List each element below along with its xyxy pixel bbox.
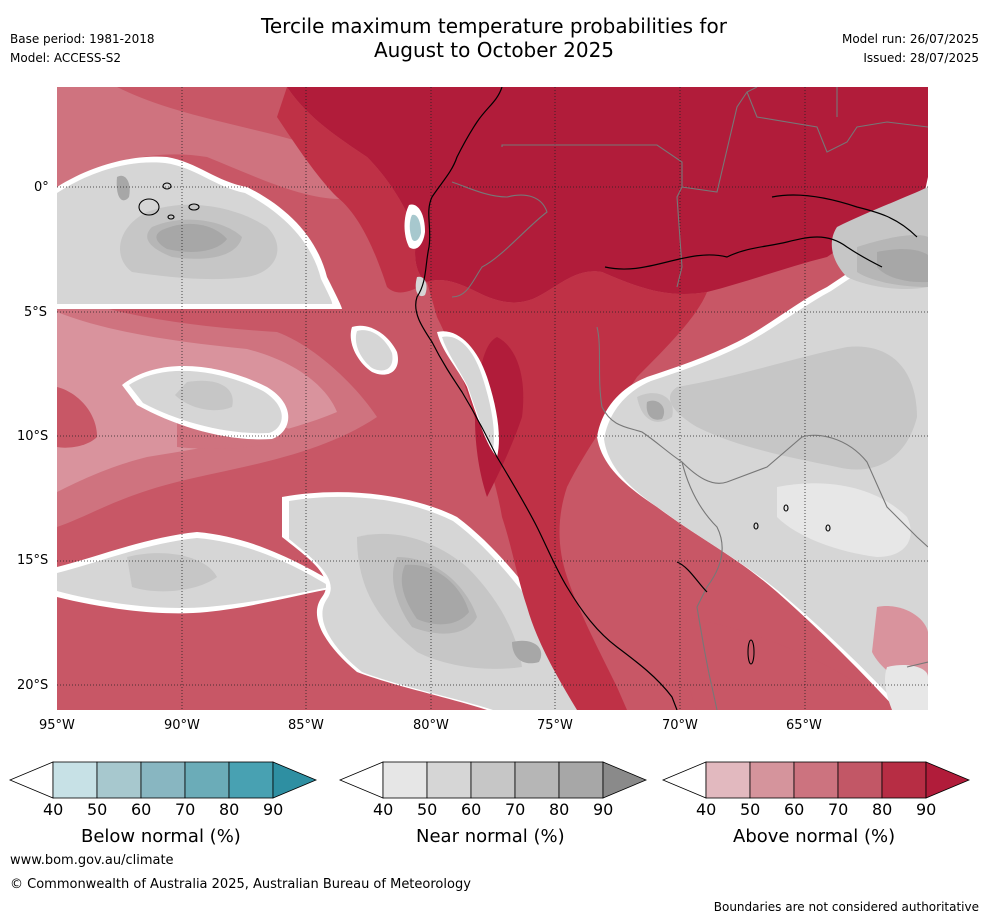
near-tick-60: 60 bbox=[461, 800, 482, 819]
below-tick-40: 40 bbox=[43, 800, 64, 819]
colorbars bbox=[8, 761, 971, 799]
above-tick-80: 80 bbox=[872, 800, 893, 819]
below-tick-50: 50 bbox=[87, 800, 108, 819]
lat-label-10s: 10°S bbox=[17, 429, 49, 444]
below-tick-90: 90 bbox=[263, 800, 284, 819]
colorbar-above bbox=[661, 761, 971, 799]
region-near-40-se bbox=[777, 483, 911, 557]
disclaimer-text: Boundaries are not considered authoritat… bbox=[713, 900, 979, 914]
title-line-1: Tercile maximum temperature probabilitie… bbox=[261, 14, 727, 38]
region-above-70-se bbox=[685, 617, 882, 710]
near-tick-80: 80 bbox=[549, 800, 570, 819]
region-near-80-east-small bbox=[646, 400, 665, 420]
region-above-60-nw bbox=[57, 87, 357, 199]
lon-label-85w: 85°W bbox=[288, 718, 324, 733]
below-tick-70: 70 bbox=[175, 800, 196, 819]
region-above-70-w-inner bbox=[57, 387, 97, 448]
above-tick-50: 50 bbox=[740, 800, 761, 819]
region-near-80-nw bbox=[156, 223, 227, 252]
page-title: Tercile maximum temperature probabilitie… bbox=[0, 14, 988, 62]
region-near-80-nw-small bbox=[116, 175, 130, 201]
gridlines bbox=[57, 87, 928, 710]
colorbar-below bbox=[8, 761, 318, 799]
above-tick-70: 70 bbox=[828, 800, 849, 819]
country-borders bbox=[451, 87, 928, 710]
region-above-90-north bbox=[287, 87, 928, 303]
lon-label-95w: 95°W bbox=[39, 718, 75, 733]
region-below-60 bbox=[409, 214, 421, 241]
above-normal-label: Above normal (%) bbox=[733, 826, 896, 847]
region-above-80-north-edge bbox=[277, 87, 427, 293]
region-near-60-w bbox=[175, 380, 233, 411]
title-line-2: August to October 2025 bbox=[373, 38, 615, 62]
region-near-80-ne bbox=[877, 249, 928, 283]
copyright-text: © Commonwealth of Australia 2025, Austra… bbox=[10, 877, 471, 892]
lon-label-90w: 90°W bbox=[164, 718, 200, 733]
model-text: Model: ACCESS-S2 bbox=[10, 51, 122, 65]
above-tick-90: 90 bbox=[916, 800, 937, 819]
below-tick-60: 60 bbox=[131, 800, 152, 819]
region-near-40-se-corner bbox=[884, 665, 928, 710]
region-near-50-offshore bbox=[355, 330, 393, 371]
islands bbox=[138, 182, 831, 665]
model-run-text: Model run: 26/07/2025 bbox=[841, 32, 979, 46]
lat-label-5s: 5°S bbox=[24, 305, 48, 320]
near-normal-label: Near normal (%) bbox=[416, 826, 565, 847]
colorbar-near bbox=[338, 761, 648, 799]
near-tick-90: 90 bbox=[593, 800, 614, 819]
region-above-90-coast-inner bbox=[475, 337, 524, 497]
lat-label-15s: 15°S bbox=[17, 553, 49, 568]
coastlines bbox=[415, 87, 918, 710]
below-tick-80: 80 bbox=[219, 800, 240, 819]
lat-label-20s: 20°S bbox=[17, 678, 49, 693]
lon-label-70w: 70°W bbox=[662, 718, 698, 733]
region-near-60-east bbox=[669, 346, 917, 470]
region-near-80-sc-small bbox=[512, 640, 542, 664]
probability-map bbox=[57, 87, 928, 710]
lon-label-75w: 75°W bbox=[537, 718, 573, 733]
issued-text: Issued: 28/07/2025 bbox=[863, 51, 979, 65]
near-tick-50: 50 bbox=[417, 800, 438, 819]
lon-label-80w: 80°W bbox=[413, 718, 449, 733]
region-near-80-sc bbox=[401, 564, 469, 625]
region-near-60-sw bbox=[127, 553, 217, 592]
base-period-text: Base period: 1981-2018 bbox=[10, 32, 155, 46]
source-url: www.bom.gov.au/climate bbox=[10, 853, 174, 868]
below-normal-label: Below normal (%) bbox=[81, 826, 241, 847]
above-tick-60: 60 bbox=[784, 800, 805, 819]
lon-label-65w: 65°W bbox=[786, 718, 822, 733]
near-tick-40: 40 bbox=[373, 800, 394, 819]
above-tick-40: 40 bbox=[696, 800, 717, 819]
lat-label-0: 0° bbox=[34, 180, 49, 195]
region-near-50-coast bbox=[442, 336, 494, 449]
near-tick-70: 70 bbox=[505, 800, 526, 819]
